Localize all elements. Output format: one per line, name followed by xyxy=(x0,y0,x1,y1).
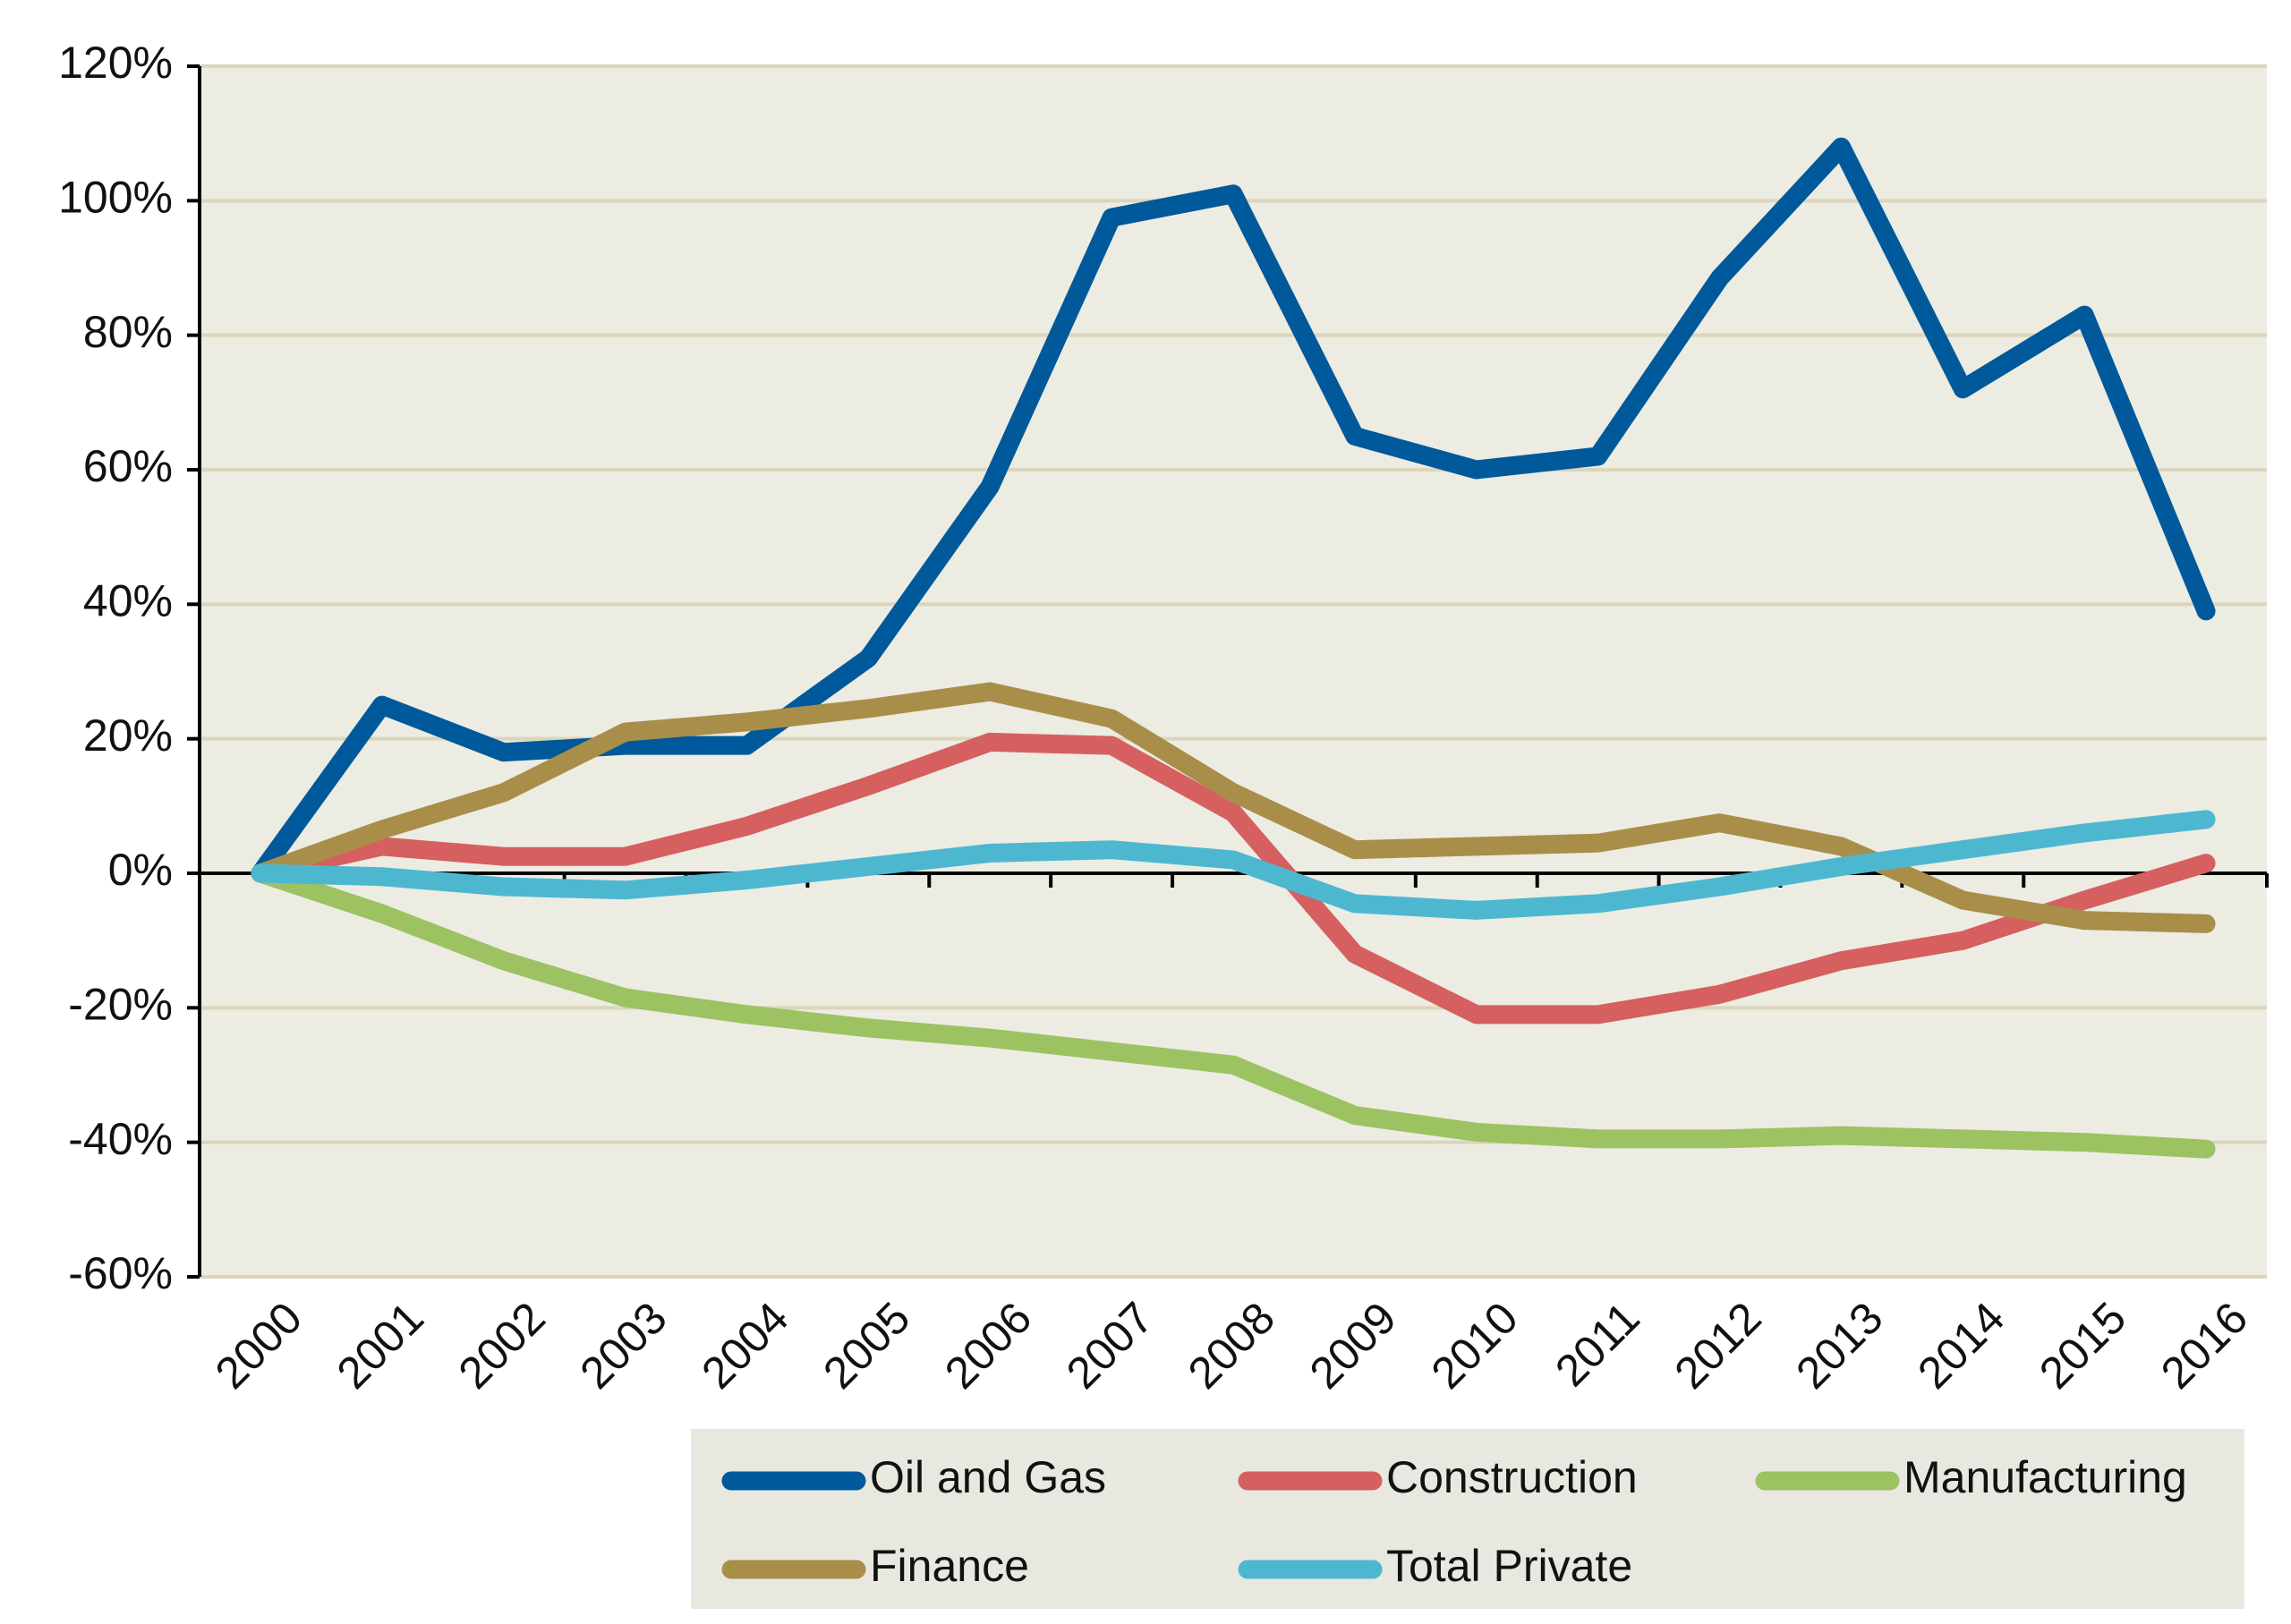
x-tick-label: 2016 xyxy=(2151,1293,2257,1399)
x-tick-label: 2014 xyxy=(1908,1293,2014,1399)
legend-label: Manufacturing xyxy=(1903,1452,2187,1502)
x-tick-label: 2012 xyxy=(1665,1293,1770,1399)
series-line xyxy=(251,810,2216,920)
y-tick-label: 60% xyxy=(83,441,173,491)
plot-area xyxy=(200,66,2267,1277)
legend-label: Oil and Gas xyxy=(870,1452,1106,1502)
x-tick-label: 2013 xyxy=(1786,1293,1892,1399)
x-tick-label: 2010 xyxy=(1422,1293,1528,1399)
legend-label: Construction xyxy=(1386,1452,1638,1502)
legend-box xyxy=(691,1429,2244,1609)
x-tick-label: 2006 xyxy=(935,1293,1041,1399)
x-tick-label: 2002 xyxy=(449,1293,555,1399)
legend-label: Finance xyxy=(870,1541,1029,1591)
x-tick-label: 2009 xyxy=(1300,1293,1406,1399)
y-tick-label: 100% xyxy=(58,173,173,223)
y-tick-label: -40% xyxy=(68,1114,173,1164)
y-tick-label: 120% xyxy=(58,38,173,88)
x-tick-label: 2007 xyxy=(1057,1293,1163,1399)
y-tick-label: -20% xyxy=(68,980,173,1030)
y-tick-label: 20% xyxy=(83,710,173,761)
x-tick-label: 2000 xyxy=(206,1293,311,1399)
x-tick-label: 2005 xyxy=(813,1293,919,1399)
x-tick-label: 2015 xyxy=(2030,1293,2135,1399)
x-tick-label: 2004 xyxy=(692,1293,797,1399)
x-tick-label: 2008 xyxy=(1179,1293,1284,1399)
series-line xyxy=(251,732,2216,1025)
x-tick-label: 2003 xyxy=(570,1293,676,1399)
y-tick-label: 0% xyxy=(108,845,173,895)
x-tick-label: 2001 xyxy=(328,1293,433,1399)
series-line xyxy=(251,863,2216,1159)
y-tick-label: 40% xyxy=(83,576,173,626)
y-tick-label: -60% xyxy=(68,1248,173,1298)
legend-label: Total Private xyxy=(1386,1541,1632,1591)
y-tick-label: 80% xyxy=(83,307,173,357)
x-tick-label: 2011 xyxy=(1546,1293,1649,1397)
